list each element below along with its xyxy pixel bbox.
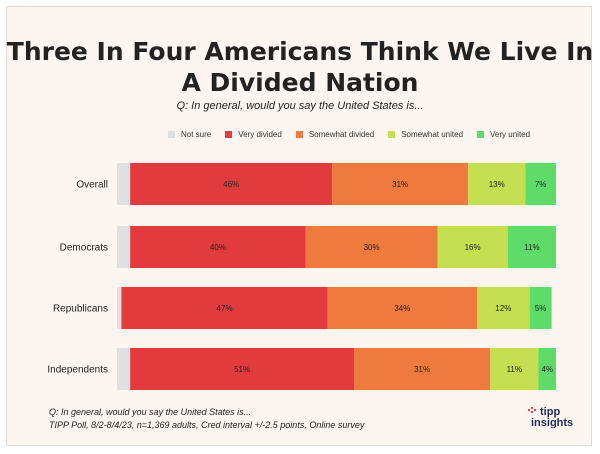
logo-mark-icon — [528, 407, 536, 413]
bar-segment — [117, 287, 122, 329]
bar-segment — [327, 287, 477, 329]
legend-swatch — [477, 130, 485, 138]
legend-swatch — [168, 130, 175, 138]
legend-label: Not sure — [181, 129, 212, 139]
data-label: 11% — [524, 243, 539, 252]
data-label: 34% — [394, 304, 410, 313]
data-label: 7% — [535, 180, 547, 189]
bar-segment — [117, 226, 131, 268]
data-label: 16% — [465, 243, 481, 252]
legend-item: Very divided — [225, 130, 282, 139]
tipp-insights-logo: tipp insights — [528, 406, 573, 428]
bar-segment — [476, 287, 530, 329]
data-label: 12% — [495, 304, 511, 313]
footer-source: TIPP Poll, 8/2-8/4/23, n=1,369 adults, C… — [49, 420, 365, 430]
chart-subtitle: Q: In general, would you say the United … — [176, 100, 424, 112]
bar-segment — [117, 163, 131, 205]
logo-text-bottom: insights — [531, 417, 573, 428]
legend-item: Not sure — [168, 130, 211, 139]
chart-title: Three In Four Americans Think We Live In… — [6, 37, 594, 97]
data-label: 31% — [414, 365, 430, 374]
bar-segment — [468, 163, 526, 205]
data-label: 46% — [223, 180, 239, 189]
bar-segment — [525, 163, 556, 205]
legend-label: Very united — [490, 129, 531, 139]
legend-swatch — [225, 130, 233, 138]
data-label: 4% — [541, 365, 553, 374]
footer-question: Q: In general, would you say the United … — [49, 407, 252, 417]
legend-swatch — [295, 130, 303, 138]
bar-segment — [354, 348, 491, 390]
data-label: 30% — [364, 243, 380, 252]
bar-segment — [490, 348, 539, 390]
bar-segment — [305, 226, 438, 268]
legend-swatch — [388, 130, 396, 138]
legend-label: Somewhat divided — [308, 129, 375, 139]
category-label: Overall — [76, 180, 108, 191]
legend-item: Somewhat united — [388, 130, 463, 139]
data-label: 51% — [234, 365, 250, 374]
legend-label: Very divided — [238, 129, 282, 139]
data-label: 31% — [392, 180, 408, 189]
legend-item: Very united — [477, 130, 530, 139]
data-label: 40% — [210, 243, 226, 252]
data-label: 47% — [217, 304, 233, 313]
bar-segment — [529, 287, 552, 329]
bar-segment — [130, 163, 333, 205]
bar-segment — [437, 226, 508, 268]
category-label: Independents — [47, 365, 108, 376]
bar-segment — [538, 348, 556, 390]
category-label: Democrats — [60, 243, 108, 254]
data-label: 5% — [535, 304, 547, 313]
legend: Not sure Very divided Somewhat divided Some… — [168, 127, 544, 141]
bar-segment — [121, 287, 328, 329]
bar-segment — [130, 348, 355, 390]
bar-segment — [507, 226, 556, 268]
bar-segment — [117, 348, 131, 390]
footer-note: Q: In general, would you say the United … — [49, 406, 364, 432]
bar-segment — [130, 226, 306, 268]
legend-item: Somewhat divided — [295, 129, 375, 139]
data-label: 11% — [507, 365, 522, 374]
category-label: Republicans — [53, 304, 108, 315]
data-label: 13% — [489, 180, 505, 189]
logo-text-top: tipp — [540, 406, 560, 418]
bar-segment — [332, 163, 469, 205]
legend-label: Somewhat united — [401, 129, 464, 139]
